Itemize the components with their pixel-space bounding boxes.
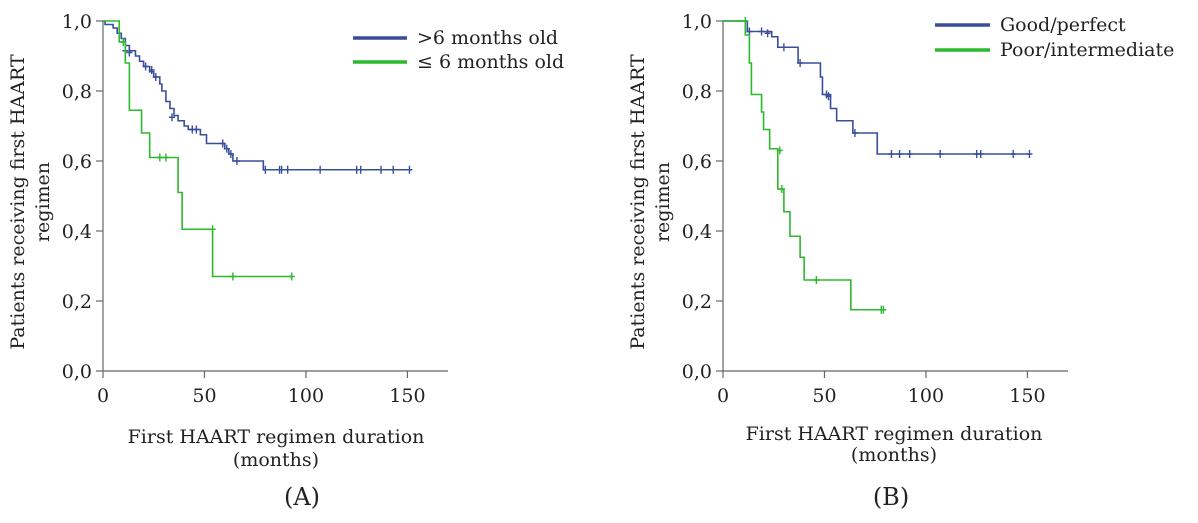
x-axis-title-line2: (months) [233, 449, 319, 471]
censor-mark [229, 272, 236, 281]
y-tick-label: 1,0 [62, 11, 92, 33]
x-tick-label: 0 [97, 385, 109, 407]
chart-panel-b: 0,0 0,2 0,4 0,6 0,8 1,0 0 50 100 150 First HAART r… [627, 11, 1174, 511]
survival-curve-series2 [723, 20, 884, 311]
panel-label: (B) [873, 483, 909, 511]
y-tick-label: 0,2 [682, 291, 712, 313]
x-axis-title: First HAART regimen duration [128, 426, 425, 448]
x-tick-label: 150 [1009, 385, 1045, 407]
censor-mark [896, 150, 903, 158]
y-tick-label: 0,0 [682, 361, 712, 383]
x-tick-label: 100 [908, 385, 944, 407]
censor-mark [233, 157, 240, 165]
censor-mark [219, 139, 226, 148]
censor-mark [1010, 150, 1017, 158]
censor-mark [120, 38, 127, 46]
y-tick-label: 0,8 [62, 81, 92, 103]
x-tick-label: 100 [288, 385, 324, 407]
censor-mark [906, 150, 913, 158]
y-tick-label: 0,4 [682, 221, 712, 243]
legend-label: Good/perfect [1000, 14, 1126, 36]
censor-mark [880, 305, 887, 314]
legend-label: Poor/intermediate [1000, 39, 1174, 61]
censor-mark [937, 150, 944, 158]
y-axis-title-line2: regimen [32, 162, 54, 242]
censor-mark [778, 185, 785, 193]
censor-mark [317, 165, 324, 174]
censor-mark [851, 129, 858, 137]
x-axis-title-line2: (months) [851, 444, 937, 466]
y-tick-label: 0,6 [682, 151, 712, 173]
censor-mark [390, 165, 397, 174]
y-axis-title: Patients receiving first HAART [7, 54, 29, 350]
censor-mark [142, 62, 149, 71]
survival-curve-series2 [103, 20, 292, 278]
y-tick-label: 0,8 [682, 81, 712, 103]
censor-mark [148, 66, 155, 74]
x-axis-title: First HAART regimen duration [746, 423, 1043, 445]
x-tick-label: 150 [389, 385, 425, 407]
censor-mark [357, 165, 364, 174]
y-axis-title-line2: regimen [652, 162, 674, 242]
censor-mark [162, 153, 169, 162]
censor-mark [284, 165, 291, 174]
censor-mark [156, 153, 163, 162]
legend-label: ≤ 6 months old [417, 51, 564, 73]
censor-mark [223, 144, 230, 153]
censor-mark [406, 165, 413, 174]
censor-mark [746, 27, 753, 36]
censor-mark [288, 272, 295, 281]
censor-mark [262, 165, 269, 174]
x-tick-label: 50 [192, 385, 216, 407]
censor-mark [378, 165, 385, 174]
censor-mark [278, 165, 285, 174]
censor-mark [152, 73, 159, 81]
censor-mark [758, 27, 765, 36]
censor-mark [169, 113, 175, 122]
censor-mark [813, 276, 820, 284]
censor-mark [126, 48, 133, 57]
legend-label: >6 months old [417, 27, 558, 49]
censor-mark [977, 150, 984, 158]
censor-mark [780, 43, 787, 52]
censor-mark [825, 92, 832, 101]
censor-mark [797, 59, 804, 67]
censor-mark [193, 125, 200, 134]
censor-mark [776, 146, 783, 155]
censor-mark [209, 225, 216, 234]
x-tick-label: 50 [812, 385, 836, 407]
x-tick-label: 0 [717, 385, 729, 407]
censor-mark [888, 150, 895, 158]
censor-mark [227, 150, 234, 158]
y-tick-label: 1,0 [682, 11, 712, 33]
y-tick-label: 0,0 [62, 361, 92, 383]
y-tick-label: 0,6 [62, 151, 92, 173]
censor-mark [1026, 150, 1033, 158]
censor-mark [764, 29, 771, 38]
y-tick-label: 0,2 [62, 291, 92, 313]
survival-curve-series1 [723, 20, 1030, 155]
y-tick-label: 0,4 [62, 221, 92, 243]
panel-label: (A) [284, 483, 320, 511]
y-axis-title: Patients receiving first HAART [627, 54, 649, 350]
censor-mark [742, 17, 749, 25]
chart-panel-a: 0,0 0,2 0,4 0,6 0,8 1,0 0 50 100 150 First HAART r… [7, 11, 564, 511]
